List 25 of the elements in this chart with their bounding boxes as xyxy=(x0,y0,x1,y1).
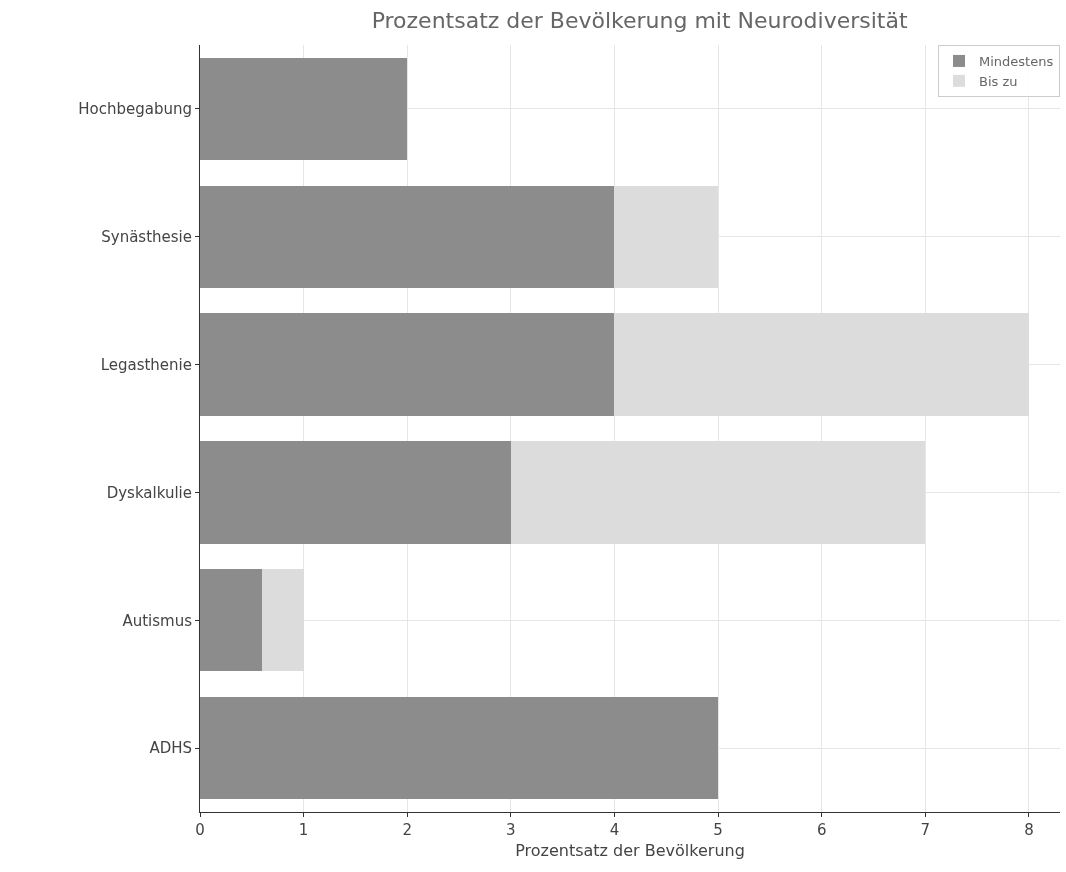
x-axis-title: Prozentsatz der Bevölkerung xyxy=(515,840,745,860)
x-tick-label: 2 xyxy=(402,821,412,839)
y-tick-label: Hochbegabung xyxy=(78,100,192,119)
legend-label: Mindestens xyxy=(979,54,1054,70)
y-tick-label: Dyskalkulie xyxy=(106,483,192,502)
x-tick-label: 4 xyxy=(609,821,620,839)
bar xyxy=(200,57,408,161)
y-tick-label: Legasthenie xyxy=(100,355,192,374)
x-tick-label: 8 xyxy=(1024,821,1034,839)
x-tick-label: 7 xyxy=(920,821,931,839)
legend-label: Bis zu xyxy=(979,73,1018,89)
x-tick-label: 5 xyxy=(713,821,723,839)
x-tick-label: 1 xyxy=(298,821,309,839)
bar xyxy=(200,441,511,544)
bar xyxy=(200,185,615,288)
y-tick-label: Synästhesie xyxy=(101,228,192,246)
y-tick-label: ADHS xyxy=(149,739,192,758)
bar xyxy=(200,313,615,416)
x-tick-label: 6 xyxy=(816,821,827,839)
bar xyxy=(200,696,719,800)
bar xyxy=(200,569,263,672)
chart-title: Prozentsatz der Bevölkerung mit Neurodiversität xyxy=(371,8,908,34)
y-tick-label: Autismus xyxy=(122,611,193,630)
x-tick-label: 0 xyxy=(195,821,205,839)
x-tick-label: 3 xyxy=(506,821,516,839)
